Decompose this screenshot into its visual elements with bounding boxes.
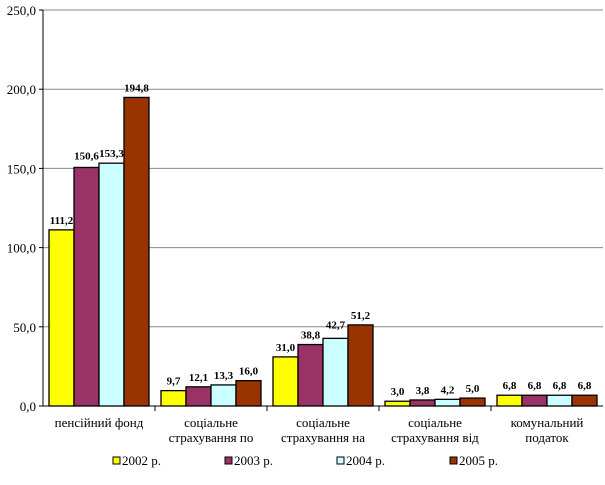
x-category-label: страхування на [281, 430, 365, 445]
data-label: 3,0 [391, 386, 405, 398]
bar [322, 337, 349, 407]
y-tick-label: 250,0 [7, 3, 36, 18]
bar [384, 400, 411, 407]
data-label: 150,6 [74, 150, 99, 162]
legend-swatch [336, 456, 345, 465]
bar [210, 384, 237, 407]
legend-label: 2005 р. [459, 453, 498, 468]
data-label: 51,2 [351, 310, 371, 322]
bar [459, 397, 486, 407]
bar [297, 343, 324, 407]
y-tick-label: 50,0 [13, 320, 36, 335]
legend-swatch [112, 456, 121, 465]
data-label: 9,7 [167, 376, 181, 388]
data-label: 31,0 [276, 342, 296, 354]
legend-swatch [224, 456, 233, 465]
data-label: 42,7 [326, 319, 346, 331]
y-tick-label: 150,0 [7, 161, 36, 176]
bar [185, 386, 212, 407]
x-category-label: соціальне [184, 415, 238, 430]
y-tick-label: 100,0 [7, 241, 36, 256]
data-label: 6,8 [503, 380, 517, 392]
data-label: 38,8 [301, 330, 321, 342]
bar [272, 356, 299, 407]
data-label: 16,0 [239, 366, 259, 378]
bar [235, 380, 262, 407]
data-label: 13,3 [214, 370, 234, 382]
data-label: 6,8 [578, 380, 592, 392]
x-category-label: страхування по [169, 430, 254, 445]
data-label: 6,8 [553, 380, 567, 392]
x-category-label: комунальний [511, 415, 584, 430]
bar [546, 394, 573, 407]
legend-label: 2002 р. [122, 453, 161, 468]
bar [73, 166, 100, 407]
data-label: 12,1 [189, 372, 208, 384]
legend-swatch [449, 456, 458, 465]
x-category-label: пенсійний фонд [55, 415, 144, 430]
bar [409, 399, 436, 407]
bar [160, 389, 187, 407]
x-category-label: соціальне [408, 415, 462, 430]
data-label: 5,0 [466, 383, 480, 395]
y-tick-label: 200,0 [7, 82, 36, 97]
data-label: 3,8 [416, 385, 430, 397]
bar [98, 162, 125, 407]
x-category-label: соціальне [296, 415, 350, 430]
data-label: 153,3 [99, 148, 124, 160]
y-tick-label: 0,0 [20, 399, 36, 414]
data-label: 4,2 [441, 384, 455, 396]
bar [571, 394, 598, 407]
data-label: 194,8 [124, 82, 149, 94]
x-category-label: страхування від [391, 430, 479, 445]
x-category-label: податок [525, 430, 569, 445]
data-label: 111,2 [50, 215, 74, 227]
bar [521, 394, 548, 407]
bar [48, 229, 75, 407]
data-label: 6,8 [528, 380, 542, 392]
bar [496, 394, 523, 407]
legend-label: 2003 р. [234, 453, 273, 468]
bar [123, 96, 150, 407]
bar [347, 324, 374, 407]
bar [434, 398, 461, 407]
legend-label: 2004 р. [346, 453, 385, 468]
